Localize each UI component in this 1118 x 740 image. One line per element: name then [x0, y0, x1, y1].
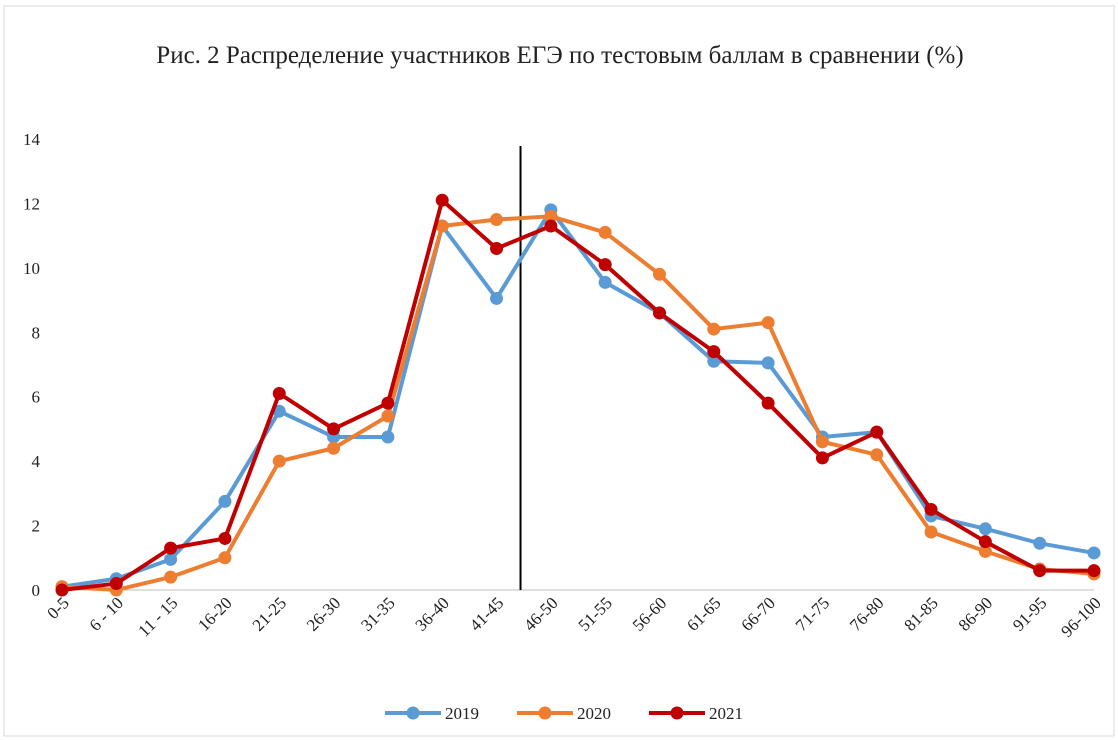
series-marker: [490, 213, 504, 227]
series-marker: [815, 451, 829, 465]
y-tick-label: 10: [23, 259, 40, 278]
series-line: [61, 198, 1094, 592]
legend-marker: [538, 706, 552, 720]
y-tick-label: 2: [32, 517, 41, 536]
legend-label: 2020: [577, 704, 611, 723]
series-marker: [218, 531, 232, 545]
series-marker: [1033, 536, 1047, 550]
chart-border: [3, 5, 1115, 737]
y-tick-label: 8: [32, 323, 41, 342]
series-marker: [1087, 564, 1101, 578]
series-marker: [109, 577, 123, 591]
legend-marker: [670, 706, 684, 720]
series-marker: [870, 448, 884, 462]
y-tick-label: 4: [32, 452, 41, 471]
series-marker: [164, 541, 178, 555]
series-marker: [707, 322, 721, 336]
series-marker: [218, 494, 232, 508]
series-marker: [544, 219, 558, 233]
series-marker: [924, 525, 938, 539]
series-marker: [924, 502, 938, 516]
series-marker: [381, 409, 395, 423]
series-marker: [164, 552, 178, 566]
series-marker: [55, 583, 69, 597]
series-marker: [815, 435, 829, 449]
series-marker: [327, 441, 341, 455]
legend-label: 2021: [709, 704, 743, 723]
series-marker: [598, 258, 612, 272]
legend-label: 2019: [445, 704, 479, 723]
series-marker: [435, 219, 449, 233]
series-line: [61, 214, 1095, 592]
series-marker: [598, 225, 612, 239]
series-marker: [707, 354, 721, 368]
series-marker: [218, 551, 232, 565]
series-marker: [272, 404, 286, 418]
series-marker: [761, 316, 775, 330]
series-marker: [164, 570, 178, 584]
chart-title: Рис. 2 Распределение участников ЕГЭ по т…: [156, 42, 964, 69]
series-marker: [490, 242, 504, 256]
series-marker: [327, 422, 341, 436]
series-marker: [435, 193, 449, 207]
series-marker: [544, 209, 558, 223]
series-marker: [490, 291, 504, 305]
y-tick-label: 12: [23, 194, 40, 213]
legend-marker: [406, 706, 420, 720]
series-marker: [381, 430, 395, 444]
series-marker: [381, 396, 395, 410]
series-marker: [707, 345, 721, 359]
series-marker: [761, 356, 775, 370]
series-marker: [272, 386, 286, 400]
series-marker: [1087, 546, 1101, 560]
series-marker: [272, 454, 286, 468]
series-marker: [598, 275, 612, 289]
series-marker: [978, 522, 992, 536]
series-marker: [652, 267, 666, 281]
series-marker: [761, 396, 775, 410]
series-marker: [1033, 564, 1047, 578]
y-tick-label: 6: [32, 388, 41, 407]
series-marker: [978, 544, 992, 558]
y-tick-label: 0: [32, 581, 41, 600]
y-tick-label: 14: [23, 130, 41, 149]
series-marker: [870, 425, 884, 439]
series-marker: [652, 306, 666, 320]
series-marker: [978, 535, 992, 549]
